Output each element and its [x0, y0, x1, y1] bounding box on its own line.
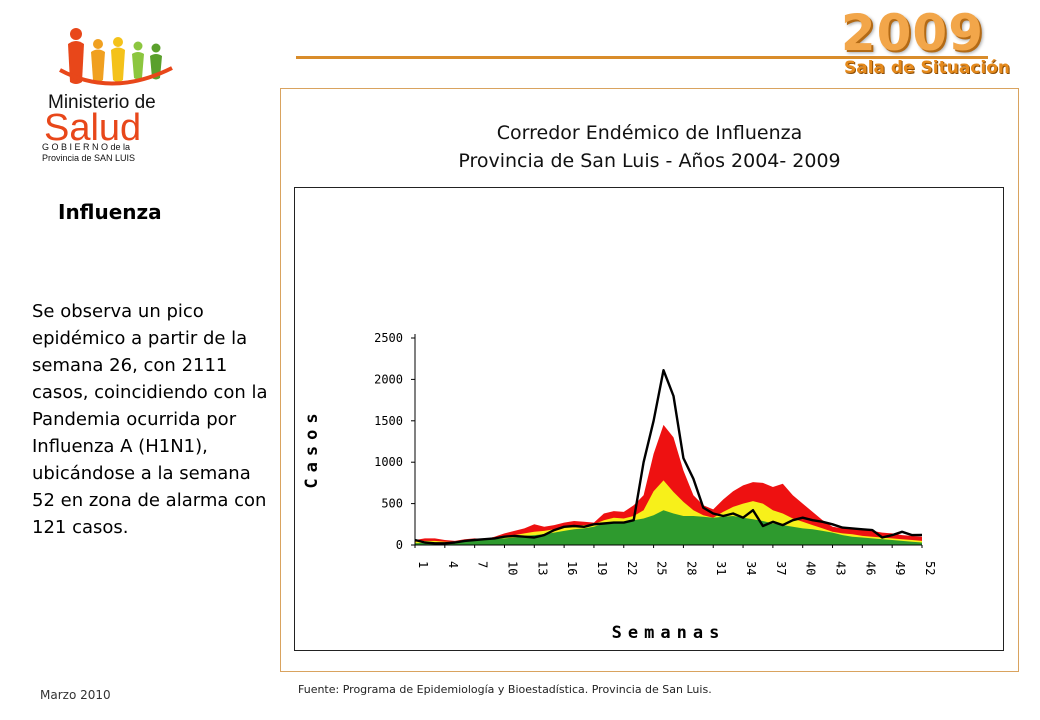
x-tick-label: 10	[505, 561, 519, 575]
section-title: Influenza	[58, 200, 162, 224]
y-tick-label: 2000	[374, 372, 403, 386]
x-axis-title: Semanas	[612, 623, 726, 643]
y-tick-label: 0	[396, 538, 403, 552]
x-tick-label: 25	[655, 561, 669, 575]
x-tick-label: 1	[416, 561, 430, 568]
x-tick-label: 37	[774, 561, 788, 575]
people-figures-icon	[59, 28, 173, 86]
header-divider	[296, 56, 988, 59]
x-tick-label: 16	[565, 561, 579, 575]
brand-subtitle: Sala de Situación	[843, 58, 1010, 78]
x-tick-label: 22	[625, 561, 639, 575]
x-tick-label: 49	[893, 561, 907, 575]
x-tick-label: 52	[923, 561, 937, 575]
x-tick-label: 40	[804, 561, 818, 575]
y-tick-label: 2500	[374, 331, 403, 345]
series-area-alarm	[415, 424, 922, 545]
logo-line3: G O B I E R N O de la	[42, 142, 130, 152]
series-line-current	[414, 368, 923, 545]
ministerio-salud-logo: Ministerio de Salud G O B I E R N O de l…	[32, 24, 212, 164]
x-tick-label: 31	[714, 561, 728, 575]
x-tick-label: 46	[863, 561, 877, 575]
y-tick-label: 1000	[374, 455, 403, 469]
logo-line2: Salud	[44, 107, 141, 149]
summary-text: Se observa un pico epidémico a partir de…	[32, 301, 268, 538]
footer-date: Marzo 2010	[40, 688, 111, 702]
footer-source: Fuente: Programa de Epidemiología y Bioe…	[298, 683, 712, 696]
plot-box: 0 500 1000 1500 2000 2500 1 4 7 10 13 16 19 22 25 28 31 3…	[294, 187, 1004, 651]
logo-line4: Provincia de SAN LUIS	[42, 153, 135, 163]
x-tick-label: 4	[446, 561, 460, 568]
x-tick-label: 7	[476, 561, 490, 568]
y-axis-title: Casos	[302, 407, 322, 488]
chart-title-line1: Corredor Endémico de Influenza	[496, 122, 803, 144]
chart-frame: Corredor Endémico de Influenza Provincia…	[280, 88, 1019, 672]
logo-line1: Ministerio de	[48, 92, 156, 113]
chart-title: Corredor Endémico de Influenza Provincia…	[281, 119, 1018, 175]
x-tick-label: 28	[684, 561, 698, 575]
logo-graphic: Ministerio de Salud G O B I E R N O de l…	[42, 28, 173, 163]
y-tick-label: 500	[381, 497, 403, 511]
x-tick-label: 43	[834, 561, 848, 575]
y-tick-label: 1500	[374, 414, 403, 428]
endemic-corridor-chart: 0 500 1000 1500 2000 2500 1 4 7 10 13 16 19 22 25 28 31 3…	[302, 331, 937, 643]
x-tick-label: 34	[744, 561, 758, 575]
x-tick-label: 13	[535, 561, 549, 575]
brand-year: 2009	[840, 4, 984, 62]
chart-title-line2: Provincia de San Luis - Años 2004- 2009	[458, 150, 841, 172]
x-tick-label: 19	[595, 561, 609, 575]
